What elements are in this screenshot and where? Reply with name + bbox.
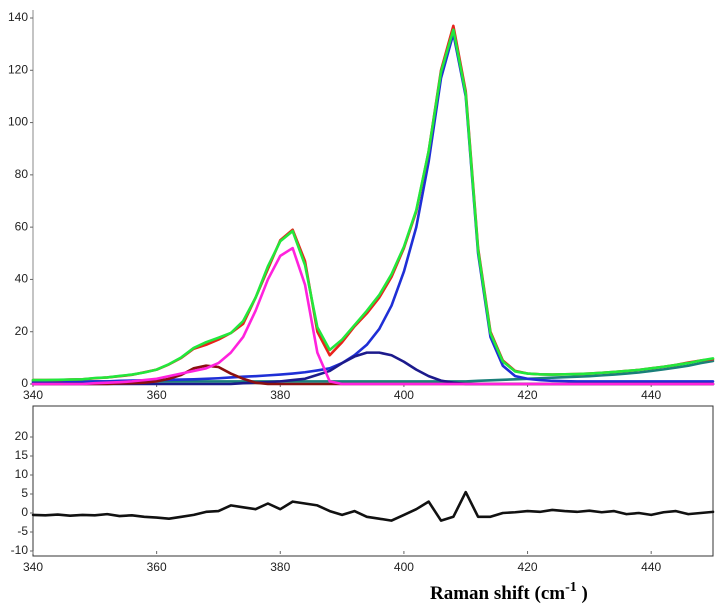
data-line (31, 32, 715, 384)
x-tick-label: 380 (270, 388, 290, 402)
x-tick-label: 400 (394, 560, 414, 574)
x-tick-label: 380 (270, 560, 290, 574)
y-tick-label: 100 (8, 115, 28, 129)
y-tick-label: 120 (8, 62, 28, 76)
x-tick-label: 360 (147, 560, 167, 574)
data-line (31, 24, 715, 382)
y-tick-label: -5 (17, 524, 28, 538)
y-tick-label: 60 (15, 219, 29, 233)
y-tick-label: 140 (8, 10, 28, 24)
y-tick-label: 20 (15, 324, 29, 338)
y-tick-label: 10 (15, 467, 29, 481)
x-tick-label: 400 (394, 388, 414, 402)
y-tick-label: 15 (15, 448, 29, 462)
x-tick-label: 440 (641, 388, 661, 402)
y-tick-label: 40 (15, 272, 29, 286)
y-tick-label: 5 (21, 486, 28, 500)
x-axis-label: Raman shift (cm-1 ) (430, 580, 588, 604)
x-tick-label: 440 (641, 560, 661, 574)
y-tick-label: 80 (15, 167, 29, 181)
y-tick-label: 20 (15, 429, 29, 443)
data-line (31, 28, 715, 382)
x-tick-label: 420 (518, 388, 538, 402)
x-tick-label: 420 (518, 560, 538, 574)
x-axis-label-text: Raman shift (cm (430, 583, 565, 604)
y-tick-label: -10 (11, 543, 29, 557)
y-tick-label: 0 (21, 376, 28, 390)
data-line (31, 246, 715, 386)
x-tick-label: 360 (147, 388, 167, 402)
y-tick-label: 0 (21, 505, 28, 519)
data-line (31, 490, 715, 522)
x-tick-label: 340 (23, 560, 43, 574)
plot-frame (32, 405, 714, 557)
x-axis-label-superscript: -1 (565, 580, 577, 595)
x-tick-label: 340 (23, 388, 43, 402)
x-axis-label-suffix: ) (577, 583, 588, 604)
